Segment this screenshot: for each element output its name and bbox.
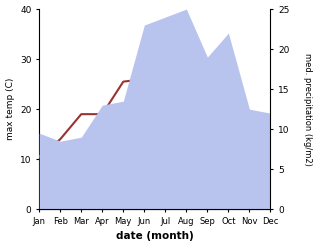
X-axis label: date (month): date (month) bbox=[116, 231, 194, 242]
Y-axis label: max temp (C): max temp (C) bbox=[5, 78, 15, 140]
Y-axis label: med. precipitation (kg/m2): med. precipitation (kg/m2) bbox=[303, 53, 313, 165]
